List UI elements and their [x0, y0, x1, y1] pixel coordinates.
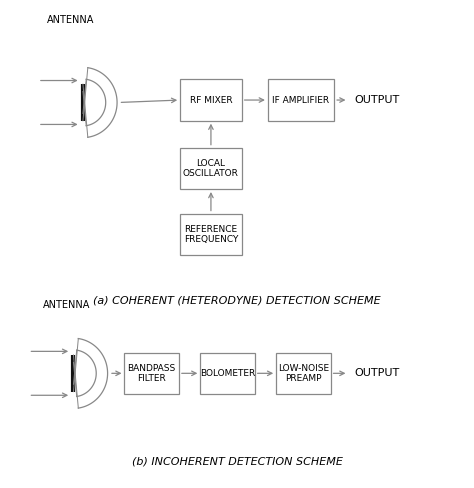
FancyBboxPatch shape: [200, 352, 255, 394]
Text: (a) COHERENT (HETERODYNE) DETECTION SCHEME: (a) COHERENT (HETERODYNE) DETECTION SCHE…: [93, 295, 381, 305]
Text: LOCAL
OSCILLATOR: LOCAL OSCILLATOR: [183, 159, 239, 178]
FancyBboxPatch shape: [180, 214, 242, 255]
Text: (b) INCOHERENT DETECTION SCHEME: (b) INCOHERENT DETECTION SCHEME: [132, 456, 342, 466]
FancyBboxPatch shape: [276, 352, 331, 394]
Text: ANTENNA: ANTENNA: [47, 15, 95, 24]
Text: REFERENCE
FREQUENCY: REFERENCE FREQUENCY: [184, 224, 238, 244]
Text: OUTPUT: OUTPUT: [354, 95, 399, 105]
FancyBboxPatch shape: [268, 79, 334, 121]
FancyBboxPatch shape: [180, 79, 242, 121]
Text: BANDPASS
FILTER: BANDPASS FILTER: [128, 364, 176, 383]
Text: IF AMPLIFIER: IF AMPLIFIER: [273, 96, 329, 104]
Text: LOW-NOISE
PREAMP: LOW-NOISE PREAMP: [278, 364, 329, 383]
FancyBboxPatch shape: [180, 147, 242, 189]
Text: RF MIXER: RF MIXER: [190, 96, 232, 104]
Text: BOLOMETER: BOLOMETER: [200, 369, 255, 378]
Text: ANTENNA: ANTENNA: [43, 300, 90, 310]
Text: OUTPUT: OUTPUT: [354, 368, 399, 378]
FancyBboxPatch shape: [124, 352, 179, 394]
